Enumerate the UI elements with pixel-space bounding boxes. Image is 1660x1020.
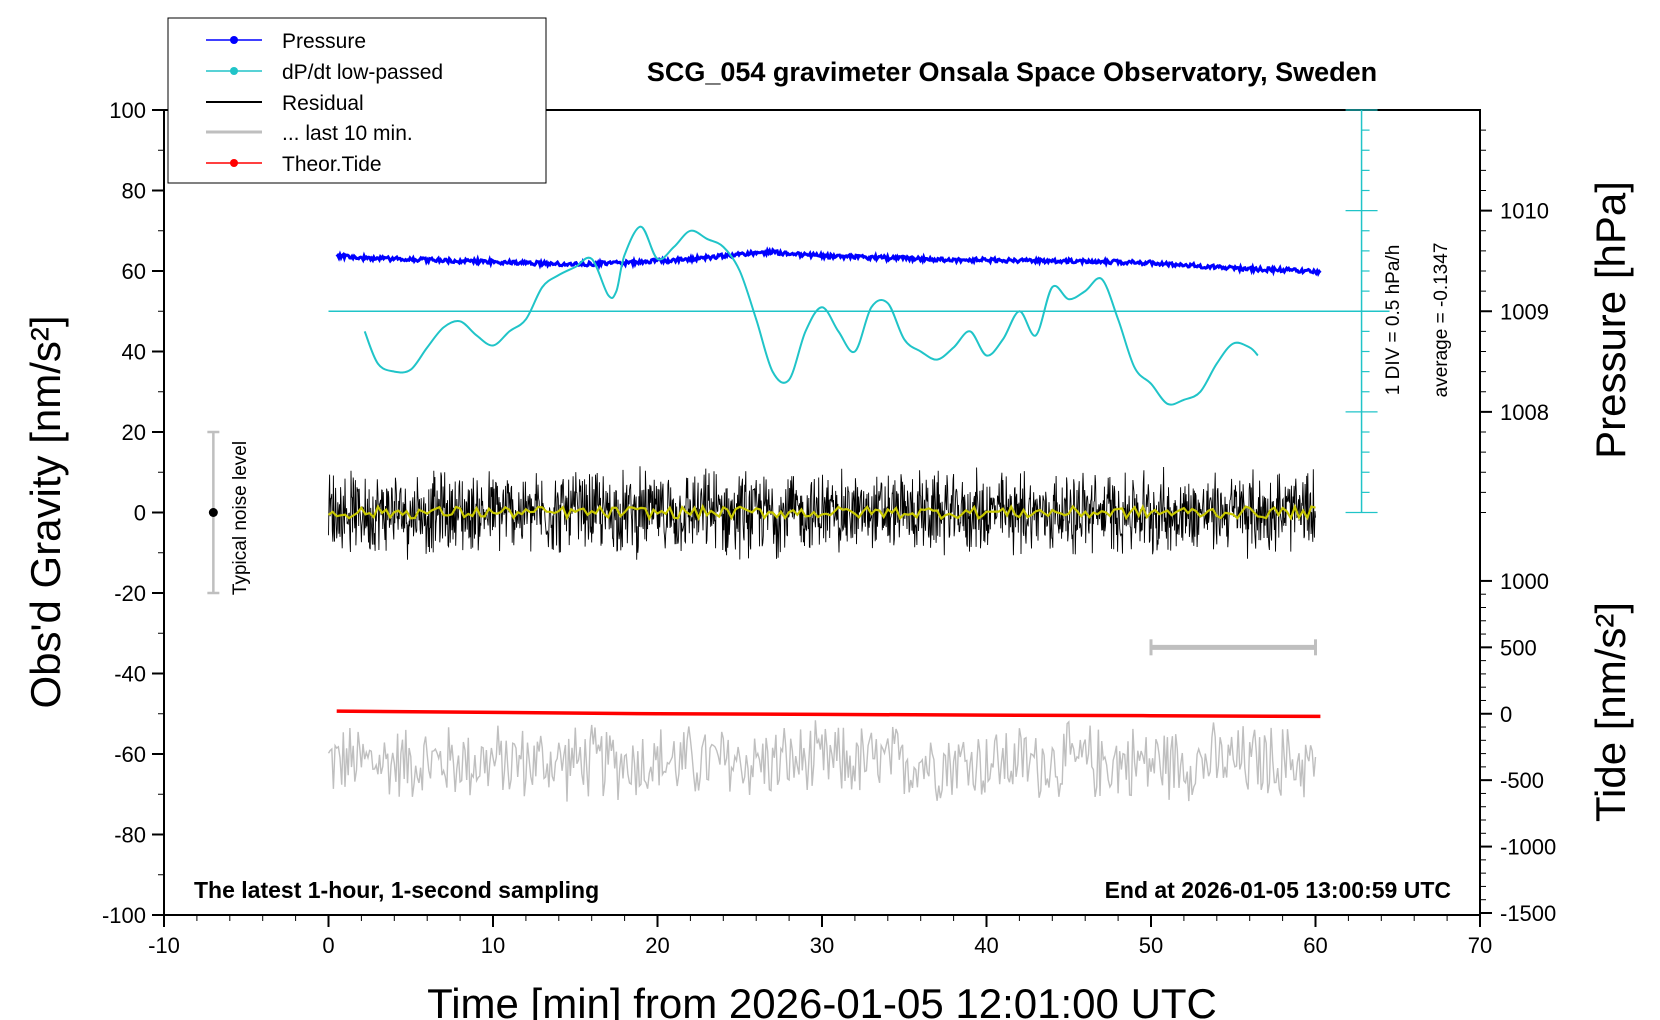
noise-bar-center: [208, 508, 218, 517]
tide-axis-title: Tide [nm/s²]: [1587, 602, 1634, 822]
y-tick-label: 60: [122, 259, 146, 284]
x-tick-label: 40: [974, 933, 998, 958]
x-axis-title: Time [min] from 2026-01-05 12:01:00 UTC: [427, 980, 1217, 1020]
chart-title: SCG_054 gravimeter Onsala Space Observat…: [647, 57, 1377, 87]
x-tick-label: 60: [1303, 933, 1327, 958]
pressure-tick-label: 1010: [1500, 199, 1549, 224]
div-note: 1 DIV = 0.5 hPa/h: [1383, 245, 1404, 396]
y-tick-label: 20: [122, 420, 146, 445]
x-tick-label: 20: [645, 933, 669, 958]
residual-smoothed-line: [327, 503, 1316, 522]
y-tick-label: -60: [114, 742, 146, 767]
y-tick-label: 40: [122, 340, 146, 365]
tide-tick-label: -1500: [1500, 901, 1556, 926]
svg-text:Theor.Tide: Theor.Tide: [282, 153, 382, 176]
y-tick-label: 0: [134, 501, 146, 526]
tide-tick-label: 1000: [1500, 569, 1549, 594]
y-tick-label: -80: [114, 823, 146, 848]
dpdt-line: [363, 225, 1259, 406]
x-tick-label: -10: [148, 933, 180, 958]
x-tick-label: 50: [1139, 933, 1163, 958]
x-tick-label: 0: [322, 933, 334, 958]
end-time-note: End at 2026-01-05 13:00:59 UTC: [1105, 877, 1451, 903]
pressure-line: [335, 246, 1322, 277]
noise-level-label: Typical noise level: [230, 441, 251, 595]
legend-box: [167, 17, 547, 184]
sampling-note: The latest 1-hour, 1-second sampling: [194, 877, 599, 903]
y-tick-label: -100: [102, 903, 146, 928]
data-series: [207, 225, 1322, 802]
y-tick-label: -40: [114, 662, 146, 687]
tide-tick-label: 0: [1500, 702, 1512, 727]
svg-text:... last 10 min.: ... last 10 min.: [282, 122, 413, 145]
legend-entry-last10: ... last 10 min.: [206, 122, 413, 145]
tide-tick-label: -1000: [1500, 835, 1556, 860]
x-tick-label: 70: [1468, 933, 1492, 958]
legend-entry-pressure: Pressure: [206, 30, 366, 53]
tide-line: [336, 709, 1321, 719]
pressure-tick-label: 1008: [1500, 400, 1549, 425]
svg-text:Residual: Residual: [282, 92, 364, 115]
tide-tick-label: -500: [1500, 768, 1544, 793]
y-tick-label: 100: [109, 98, 146, 123]
svg-text:dP/dt low-passed: dP/dt low-passed: [282, 61, 443, 84]
legend-entry-residual: Residual: [206, 92, 364, 115]
legend: Pressure dP/dt low-passed Residual ... l…: [167, 17, 547, 184]
legend-entry-tide: Theor.Tide: [206, 153, 382, 176]
x-tick-label: 10: [481, 933, 505, 958]
svg-text:Pressure: Pressure: [282, 30, 366, 53]
legend-entry-dpdt: dP/dt low-passed: [206, 61, 443, 84]
last-10-min-line: [327, 720, 1317, 802]
x-tick-label: 30: [810, 933, 834, 958]
axis-ticks: -10 0 10 20 30 40 50 60 70100806040200-20-40-60-…: [102, 98, 1556, 958]
residual-line: [328, 466, 1316, 560]
pressure-tick-label: 1009: [1500, 299, 1549, 324]
dpdt-reference: [328, 109, 1390, 514]
average-note: average = -0.1347: [1431, 243, 1452, 398]
y-tick-label: -20: [114, 581, 146, 606]
y-axis-title: Obs'd Gravity [nm/s²]: [22, 315, 69, 708]
pressure-axis-title: Pressure [hPa]: [1587, 181, 1634, 459]
y-tick-label: 80: [122, 179, 146, 204]
tide-tick-label: 500: [1500, 635, 1537, 660]
